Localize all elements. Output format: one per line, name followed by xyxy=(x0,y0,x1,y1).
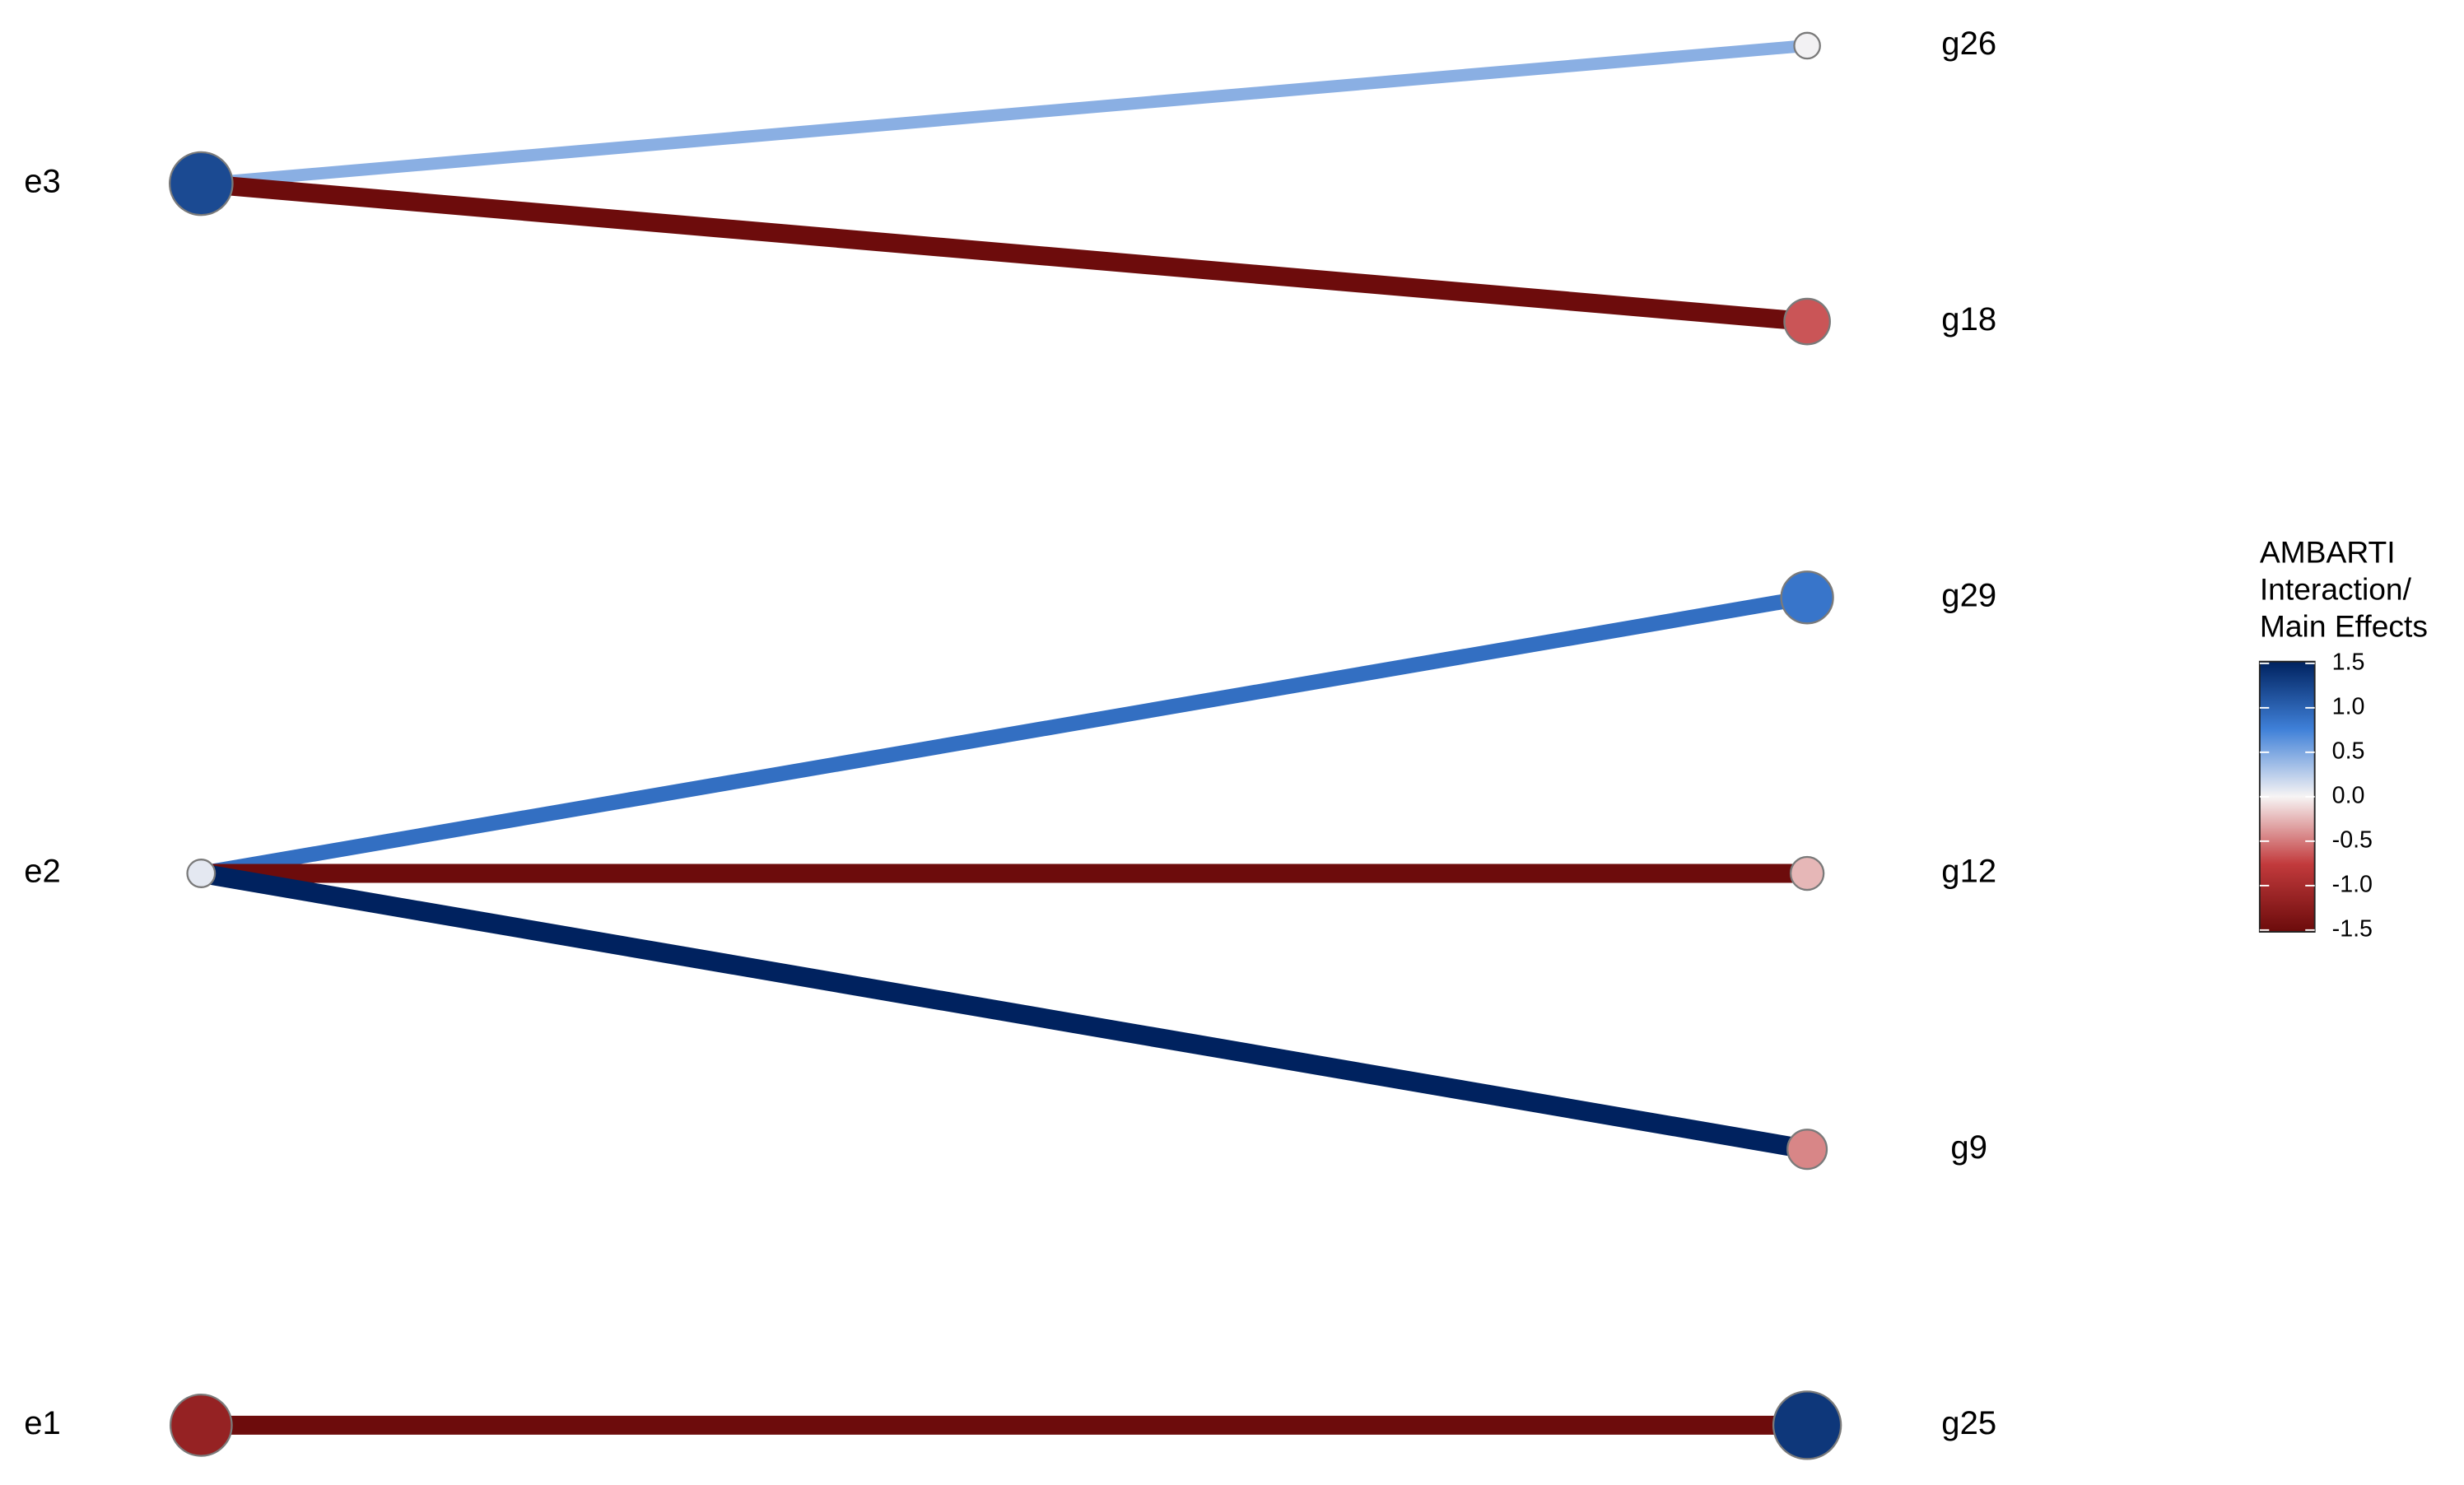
colorbar-tick-label: -1.0 xyxy=(2332,871,2373,897)
node xyxy=(1786,1129,1828,1171)
node xyxy=(1793,31,1821,60)
colorbar-tick-label: 1.0 xyxy=(2332,693,2365,719)
node xyxy=(1780,570,1834,625)
edge xyxy=(200,40,1808,190)
colorbar-tick-label: -1.5 xyxy=(2332,915,2373,942)
node-label: g9 xyxy=(1950,1129,1987,1166)
colorbar-tick-label: -0.5 xyxy=(2332,826,2373,853)
edge xyxy=(200,174,1809,332)
edge xyxy=(199,864,1810,1159)
node-label: g29 xyxy=(1941,577,1996,613)
legend-title: AMBARTI xyxy=(2260,535,2396,570)
node-label: g18 xyxy=(1941,301,1996,338)
node xyxy=(1789,855,1825,891)
node xyxy=(169,1394,233,1457)
legend-title: Main Effects xyxy=(2260,608,2428,643)
node-label: g12 xyxy=(1941,854,1996,890)
node-label: g26 xyxy=(1941,26,1996,62)
node xyxy=(1783,297,1831,346)
edge xyxy=(199,589,1809,882)
colorbar-tick-label: 0.0 xyxy=(2332,782,2365,808)
node-label: e2 xyxy=(24,854,61,890)
node-label: e1 xyxy=(24,1405,61,1441)
node xyxy=(169,151,234,216)
node-label: e3 xyxy=(24,164,61,200)
colorbar-tick-label: 0.5 xyxy=(2332,738,2365,764)
node xyxy=(1772,1390,1842,1460)
colorbar-tick-label: 1.5 xyxy=(2332,649,2365,675)
node-label: g25 xyxy=(1941,1405,1996,1441)
legend-title: Interaction/ xyxy=(2260,572,2412,607)
node xyxy=(186,859,217,888)
